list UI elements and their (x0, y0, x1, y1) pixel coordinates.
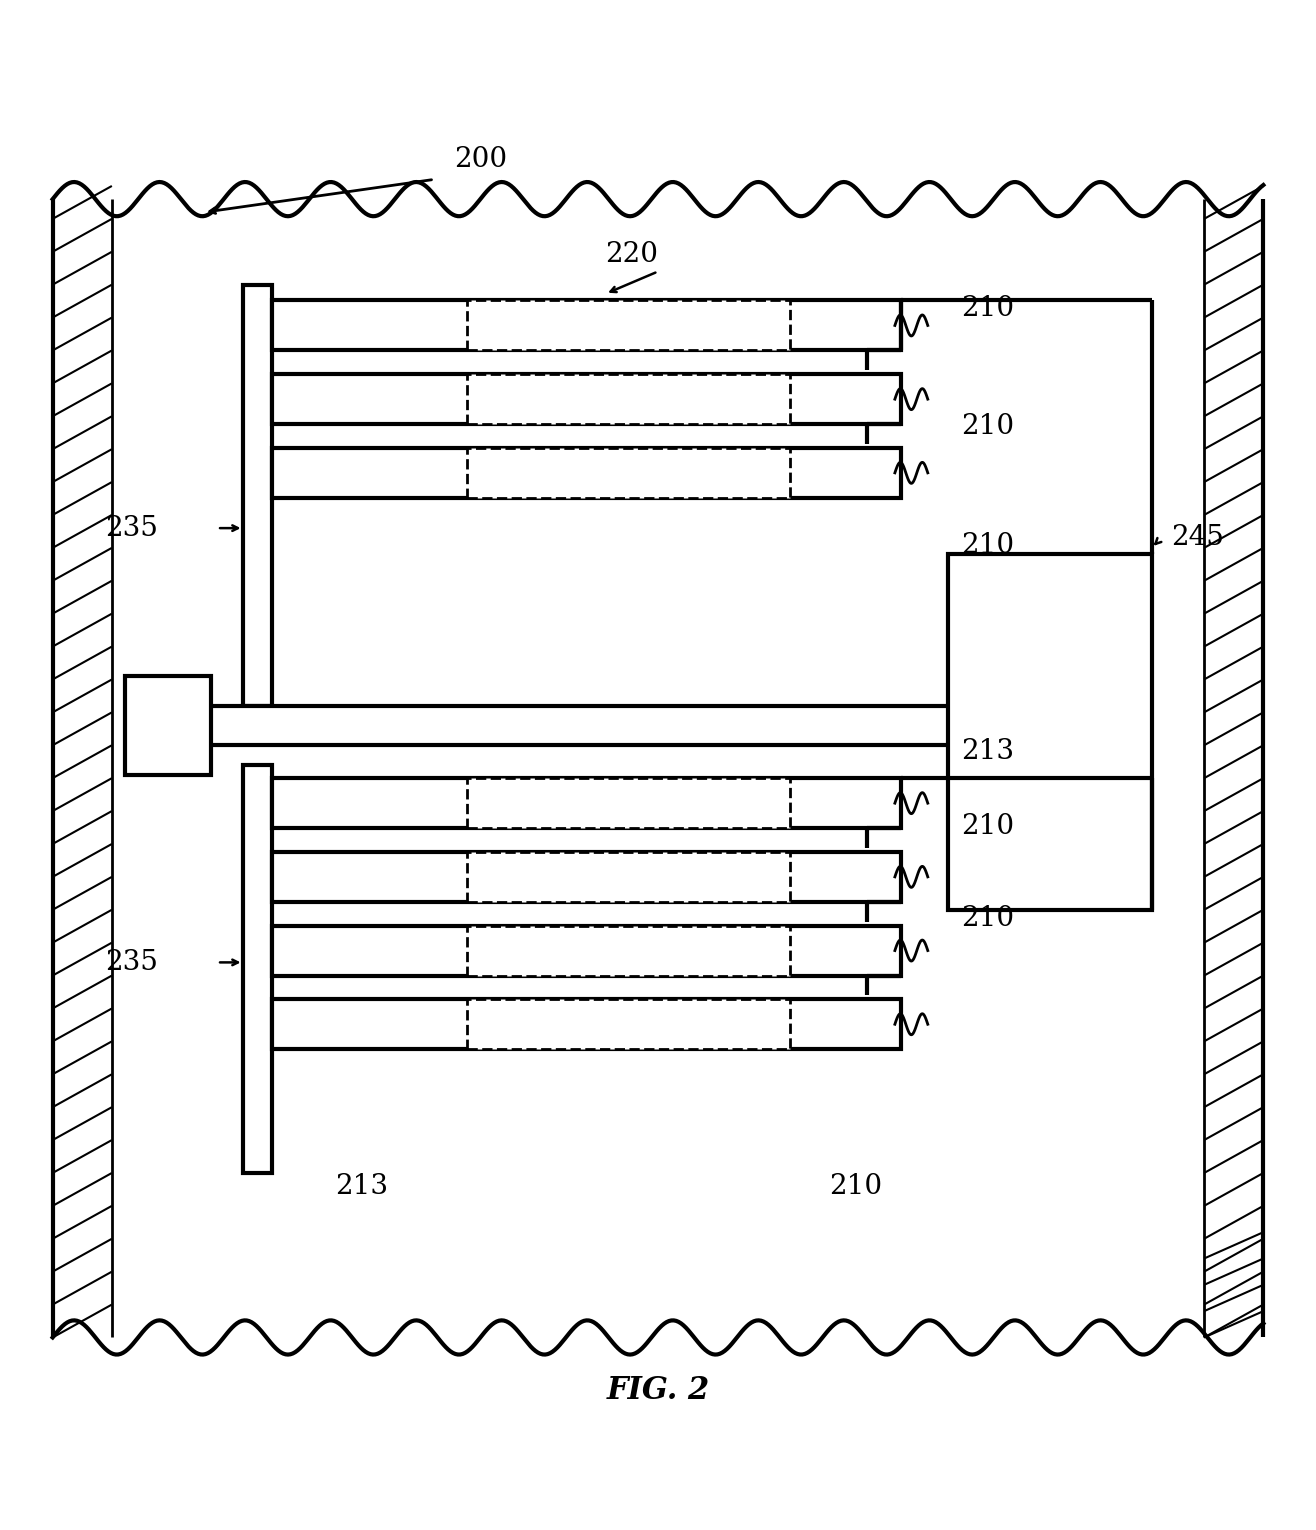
Bar (272, 375, 901, 424)
Text: 200: 200 (454, 145, 507, 173)
Bar (272, 300, 901, 350)
Text: 210: 210 (961, 413, 1013, 441)
Bar (125, 676, 211, 774)
Text: 210: 210 (961, 532, 1013, 558)
Bar (243, 765, 272, 1174)
Bar (467, 852, 790, 901)
Text: 210: 210 (961, 814, 1013, 840)
Bar (948, 554, 1152, 910)
Bar (272, 852, 901, 901)
Text: 210: 210 (829, 1174, 882, 1200)
Bar (184, 705, 1132, 745)
Text: 245: 245 (1171, 523, 1224, 551)
Bar (272, 926, 901, 976)
Bar (467, 448, 790, 497)
Text: 220: 220 (605, 240, 658, 268)
Text: 235: 235 (105, 514, 158, 542)
Bar (272, 448, 901, 497)
Text: FIG. 2: FIG. 2 (607, 1374, 709, 1406)
Bar (467, 999, 790, 1050)
Bar (272, 779, 901, 828)
Text: 210: 210 (961, 906, 1013, 932)
Text: 213: 213 (336, 1174, 388, 1200)
Bar (243, 285, 272, 705)
Bar (467, 926, 790, 976)
Bar (467, 375, 790, 424)
Bar (467, 779, 790, 828)
Text: 213: 213 (961, 739, 1013, 765)
Bar (467, 300, 790, 350)
Text: 235: 235 (105, 949, 158, 976)
Text: 210: 210 (961, 295, 1013, 321)
Bar (272, 999, 901, 1050)
